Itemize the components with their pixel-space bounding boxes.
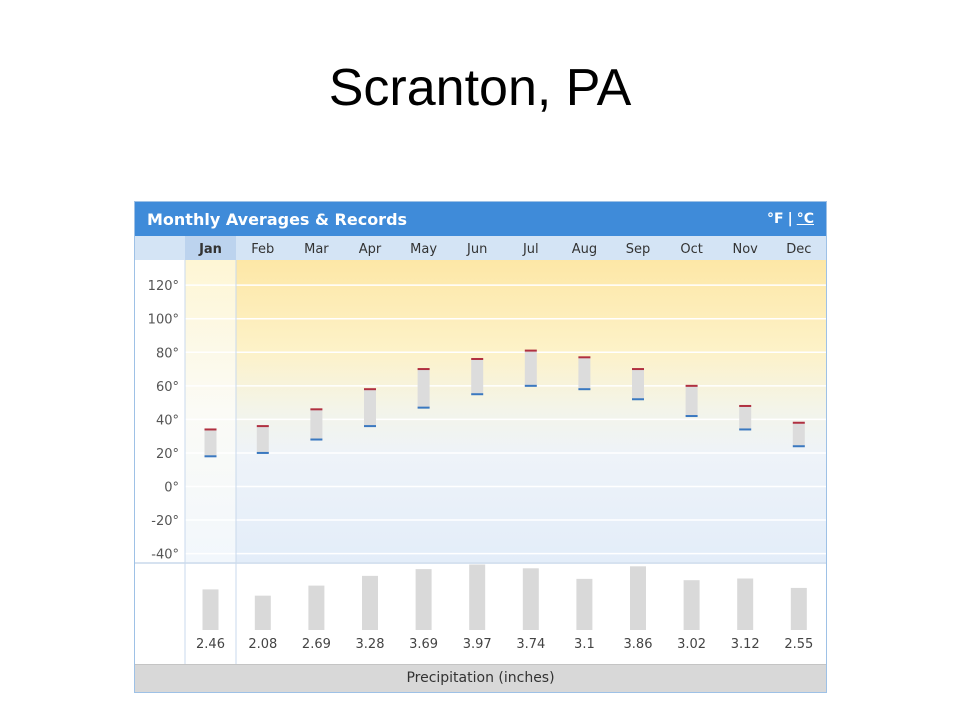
high-marker bbox=[792, 421, 805, 424]
selected-month-header bbox=[185, 236, 236, 260]
precip-bar bbox=[737, 578, 754, 630]
month-label-aug[interactable]: Aug bbox=[572, 242, 597, 257]
low-marker bbox=[417, 406, 430, 409]
precip-bar bbox=[362, 575, 378, 630]
y-tick-label: 120° bbox=[148, 279, 179, 294]
unit-toggle: °F | °C bbox=[767, 211, 814, 227]
y-tick-label: 20° bbox=[156, 447, 179, 462]
precip-value-label: 2.55 bbox=[784, 637, 813, 652]
high-marker bbox=[471, 357, 484, 360]
precip-bar bbox=[308, 585, 325, 630]
precip-value-label: 3.1 bbox=[574, 637, 595, 652]
month-label-feb[interactable]: Feb bbox=[251, 242, 274, 257]
high-marker bbox=[310, 408, 323, 411]
plot-background bbox=[185, 260, 826, 562]
month-label-dec[interactable]: Dec bbox=[786, 242, 811, 257]
temp-range-bar bbox=[578, 357, 591, 390]
low-marker bbox=[632, 398, 644, 401]
temp-range-bar bbox=[417, 369, 430, 408]
temp-range-bar bbox=[256, 426, 269, 453]
month-label-sep[interactable]: Sep bbox=[626, 242, 651, 257]
low-marker bbox=[578, 388, 591, 391]
month-header-row bbox=[135, 236, 826, 260]
low-marker bbox=[364, 425, 376, 428]
high-marker bbox=[685, 384, 698, 387]
precip-bar bbox=[522, 568, 539, 630]
temp-range-bar bbox=[739, 405, 752, 430]
precip-bar bbox=[790, 587, 807, 630]
month-label-may[interactable]: May bbox=[410, 242, 437, 257]
selected-month-column bbox=[185, 260, 236, 562]
y-tick-label: 0° bbox=[164, 481, 179, 496]
high-marker bbox=[364, 388, 376, 391]
high-marker bbox=[417, 368, 430, 371]
y-tick-label: 100° bbox=[148, 313, 179, 328]
widget-title: Monthly Averages & Records bbox=[147, 210, 408, 229]
temp-range-bar bbox=[204, 429, 217, 457]
month-label-jan[interactable]: Jan bbox=[198, 242, 222, 257]
high-marker bbox=[256, 425, 269, 428]
precip-value-label: 2.69 bbox=[302, 637, 331, 652]
precip-bar bbox=[683, 580, 700, 630]
unit-celsius-link[interactable]: °C bbox=[796, 211, 814, 227]
precip-value-label: 3.69 bbox=[409, 637, 438, 652]
high-marker bbox=[578, 356, 591, 359]
low-marker bbox=[471, 393, 484, 396]
precip-value-label: 2.46 bbox=[196, 637, 225, 652]
month-label-mar[interactable]: Mar bbox=[304, 242, 329, 257]
precip-value-label: 3.97 bbox=[463, 637, 492, 652]
precip-bar bbox=[576, 578, 593, 630]
low-marker bbox=[204, 455, 217, 458]
temp-range-bar bbox=[310, 409, 323, 440]
temp-range-bar bbox=[685, 385, 698, 417]
widget-header: Monthly Averages & Records °F | °C bbox=[135, 202, 826, 236]
precip-value-label: 3.12 bbox=[731, 637, 760, 652]
unit-fahrenheit-link[interactable]: °F bbox=[767, 211, 784, 227]
low-marker bbox=[739, 428, 752, 431]
y-tick-label: -40° bbox=[151, 548, 179, 563]
low-marker bbox=[256, 451, 269, 454]
temp-range-bar bbox=[792, 422, 805, 447]
precip-value-label: 3.74 bbox=[516, 637, 545, 652]
low-marker bbox=[685, 415, 698, 418]
temp-range-bar bbox=[364, 389, 376, 427]
high-marker bbox=[632, 368, 644, 371]
high-marker bbox=[739, 404, 752, 407]
month-label-apr[interactable]: Apr bbox=[359, 242, 382, 257]
y-tick-label: 60° bbox=[156, 380, 179, 395]
weather-chart: 120° 100° 80° 60° 40° 20° 0° -20° -40° Jan Feb Mar A… bbox=[135, 236, 826, 664]
precipitation-footer: Precipitation (inches) bbox=[135, 664, 826, 692]
y-tick-label: 40° bbox=[156, 413, 179, 428]
y-axis-area bbox=[135, 260, 185, 562]
precip-value-label: 3.86 bbox=[624, 637, 653, 652]
temp-range-bar bbox=[471, 358, 484, 395]
precip-bar bbox=[630, 566, 646, 630]
y-tick-label: -20° bbox=[151, 514, 179, 529]
page-title: Scranton, PA bbox=[328, 59, 632, 117]
month-label-oct[interactable]: Oct bbox=[680, 242, 702, 257]
temp-range-bar bbox=[524, 350, 537, 386]
monthly-averages-widget: Monthly Averages & Records °F | °C 120° 100… bbox=[134, 201, 827, 693]
unit-separator: | bbox=[787, 211, 793, 227]
month-label-jul[interactable]: Jul bbox=[522, 242, 539, 257]
temp-range-bar bbox=[632, 369, 644, 400]
precip-bar bbox=[254, 595, 271, 630]
high-marker bbox=[204, 428, 217, 431]
month-label-jun[interactable]: Jun bbox=[466, 242, 487, 257]
precip-value-label: 3.02 bbox=[677, 637, 706, 652]
precip-value-label: 2.08 bbox=[248, 637, 277, 652]
low-marker bbox=[310, 438, 323, 441]
month-label-nov[interactable]: Nov bbox=[733, 242, 759, 257]
precip-value-label: 3.28 bbox=[356, 637, 385, 652]
high-marker bbox=[524, 349, 537, 352]
low-marker bbox=[524, 384, 537, 387]
precip-bar bbox=[469, 564, 486, 630]
precip-bar bbox=[415, 569, 432, 630]
precip-bar bbox=[202, 589, 219, 630]
y-tick-label: 80° bbox=[156, 346, 179, 361]
low-marker bbox=[792, 445, 805, 448]
